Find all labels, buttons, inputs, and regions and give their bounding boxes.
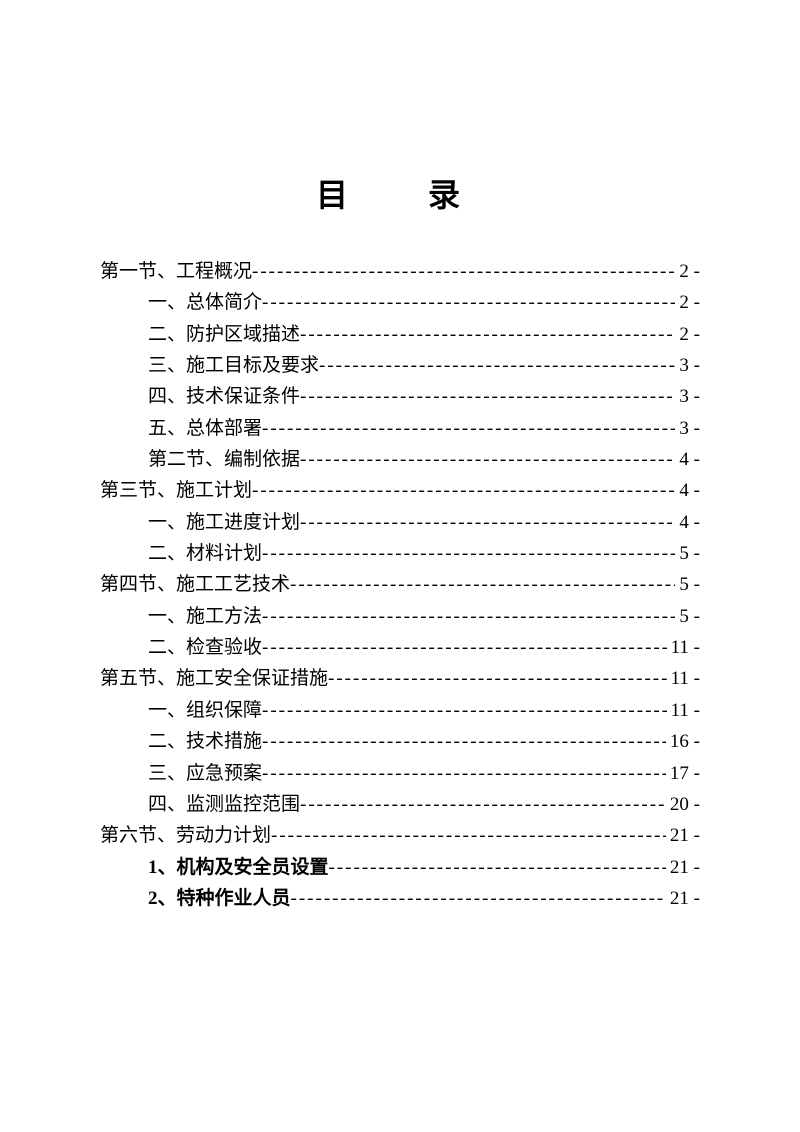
toc-leader xyxy=(262,538,675,569)
toc-entry: 第三节、施工计划 4 - xyxy=(100,475,700,506)
toc-entry-label: 一、施工方法 xyxy=(148,601,262,632)
toc-leader xyxy=(300,381,675,412)
toc-leader xyxy=(328,663,667,694)
toc-leader xyxy=(300,319,675,350)
toc-entry-page: 5 - xyxy=(675,601,700,632)
toc-entry-page: 11 - xyxy=(667,632,700,663)
toc-entry: 一、总体简介 2 - xyxy=(100,287,700,318)
toc-entry: 第五节、施工安全保证措施 11 - xyxy=(100,663,700,694)
toc-entry-label: 二、防护区域描述 xyxy=(148,319,300,350)
toc-leader xyxy=(300,507,675,538)
toc-entry: 一、组织保障 11 - xyxy=(100,695,700,726)
toc-entry: 三、应急预案 17 - xyxy=(100,758,700,789)
toc-entry-page: 2 - xyxy=(675,287,700,318)
toc-entry-page: 21 - xyxy=(666,852,700,883)
toc-entry-page: 21 - xyxy=(666,820,700,851)
toc-leader xyxy=(262,695,667,726)
toc-entry: 四、监测监控范围 20 - xyxy=(100,789,700,820)
toc-entry-page: 3 - xyxy=(675,350,700,381)
toc-entry-page: 4 - xyxy=(675,444,700,475)
toc-entry-page: 3 - xyxy=(675,381,700,412)
toc-title: 目 录 xyxy=(100,170,700,216)
toc-entry-label: 二、检查验收 xyxy=(148,632,262,663)
toc-list: 第一节、工程概况 2 -一、总体简介 2 -二、防护区域描述 2 -三、施工目标… xyxy=(100,256,700,914)
toc-entry-page: 4 - xyxy=(675,507,700,538)
toc-leader xyxy=(252,256,675,287)
toc-entry: 第四节、施工工艺技术 5 - xyxy=(100,569,700,600)
toc-entry: 二、技术措施 16 - xyxy=(100,726,700,757)
toc-leader xyxy=(252,475,675,506)
toc-entry: 二、防护区域描述 2 - xyxy=(100,319,700,350)
toc-entry-page: 5 - xyxy=(675,538,700,569)
toc-entry-page: 5 - xyxy=(675,569,700,600)
toc-entry-page: 21 - xyxy=(666,883,700,914)
toc-entry-label: 一、组织保障 xyxy=(148,695,262,726)
toc-entry: 1、机构及安全员设置 21 - xyxy=(100,852,700,883)
toc-entry-label: 第四节、施工工艺技术 xyxy=(100,569,290,600)
toc-entry-label: 一、施工进度计划 xyxy=(148,507,300,538)
toc-entry-page: 3 - xyxy=(675,413,700,444)
toc-leader xyxy=(329,852,666,883)
toc-entry-label: 三、应急预案 xyxy=(148,758,262,789)
toc-leader xyxy=(262,287,675,318)
toc-leader xyxy=(271,820,666,851)
toc-entry: 五、总体部署 3 - xyxy=(100,413,700,444)
toc-leader xyxy=(262,601,675,632)
toc-entry-page: 4 - xyxy=(675,475,700,506)
toc-entry: 一、施工进度计划 4 - xyxy=(100,507,700,538)
toc-entry: 一、施工方法 5 - xyxy=(100,601,700,632)
toc-entry-page: 16 - xyxy=(666,726,700,757)
toc-entry-label: 二、材料计划 xyxy=(148,538,262,569)
toc-entry: 四、技术保证条件 3 - xyxy=(100,381,700,412)
toc-entry-label: 第六节、劳动力计划 xyxy=(100,820,271,851)
toc-entry: 第六节、劳动力计划 21 - xyxy=(100,820,700,851)
toc-entry-label: 2、特种作业人员 xyxy=(148,883,291,914)
toc-entry: 三、施工目标及要求 3 - xyxy=(100,350,700,381)
toc-entry-label: 四、监测监控范围 xyxy=(148,789,300,820)
toc-entry-label: 四、技术保证条件 xyxy=(148,381,300,412)
toc-entry-label: 1、机构及安全员设置 xyxy=(148,852,329,883)
toc-entry: 第一节、工程概况 2 - xyxy=(100,256,700,287)
toc-entry-label: 第一节、工程概况 xyxy=(100,256,252,287)
toc-entry: 二、检查验收 11 - xyxy=(100,632,700,663)
toc-entry-label: 五、总体部署 xyxy=(148,413,262,444)
toc-leader xyxy=(300,789,666,820)
toc-entry-page: 2 - xyxy=(675,319,700,350)
toc-entry-page: 11 - xyxy=(667,695,700,726)
toc-leader xyxy=(262,758,666,789)
toc-entry: 二、材料计划 5 - xyxy=(100,538,700,569)
toc-leader xyxy=(291,883,666,914)
toc-leader xyxy=(262,413,675,444)
toc-entry-label: 三、施工目标及要求 xyxy=(148,350,319,381)
toc-entry-page: 2 - xyxy=(675,256,700,287)
toc-entry-label: 第五节、施工安全保证措施 xyxy=(100,663,328,694)
toc-entry-label: 一、总体简介 xyxy=(148,287,262,318)
toc-entry: 第二节、编制依据 4 - xyxy=(100,444,700,475)
toc-entry-label: 第三节、施工计划 xyxy=(100,475,252,506)
toc-leader xyxy=(262,632,667,663)
toc-entry-page: 17 - xyxy=(666,758,700,789)
toc-leader xyxy=(300,444,675,475)
toc-entry-label: 二、技术措施 xyxy=(148,726,262,757)
toc-leader xyxy=(290,569,675,600)
toc-entry: 2、特种作业人员 21 - xyxy=(100,883,700,914)
toc-leader xyxy=(262,726,666,757)
toc-entry-page: 20 - xyxy=(666,789,700,820)
toc-leader xyxy=(319,350,675,381)
toc-entry-page: 11 - xyxy=(667,663,700,694)
toc-entry-label: 第二节、编制依据 xyxy=(148,444,300,475)
